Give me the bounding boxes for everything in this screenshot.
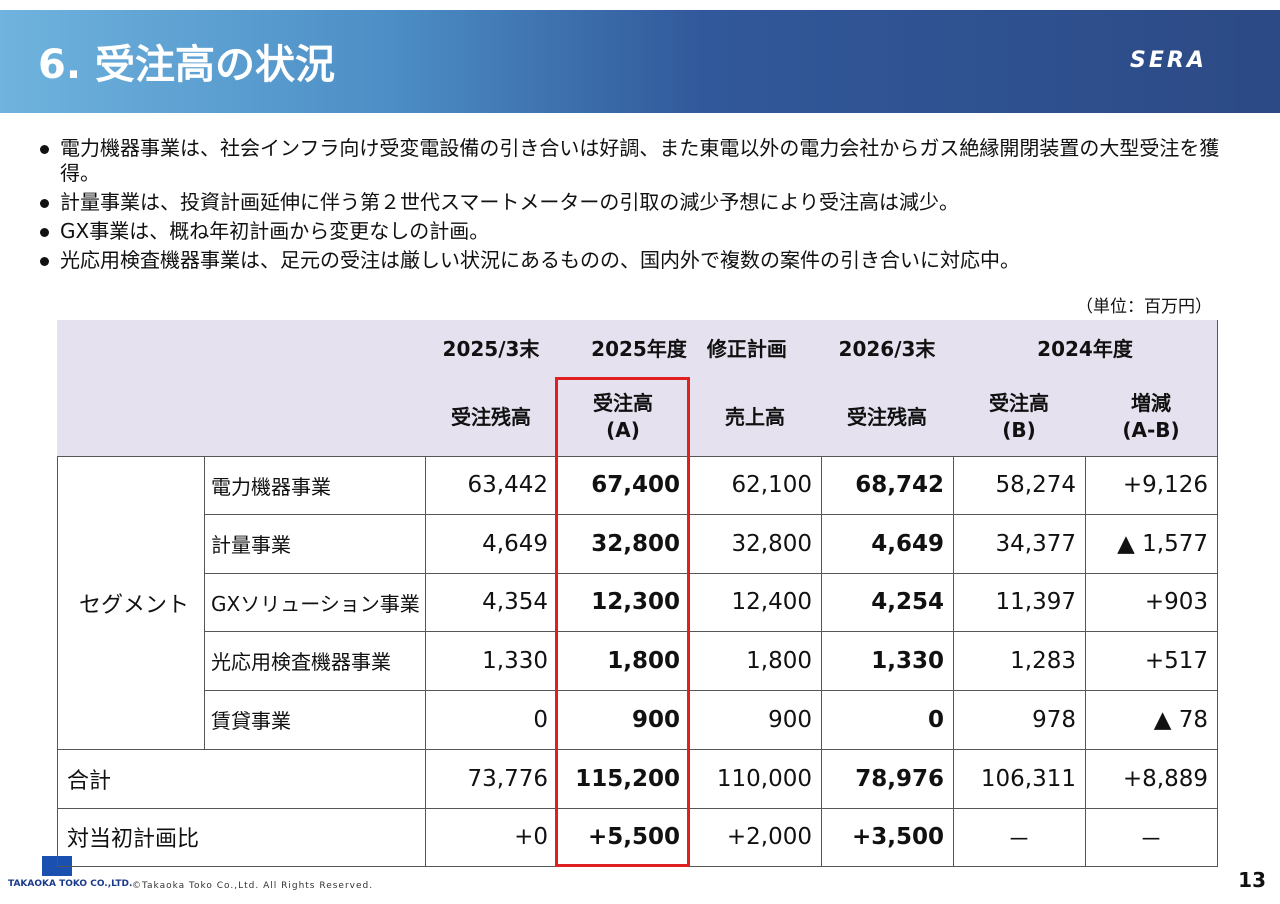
- row-label: 賃貸事業: [204, 690, 426, 750]
- row-label: 光応用検査機器事業: [204, 631, 426, 691]
- value-cell: 900: [557, 690, 690, 750]
- row-label: 電力機器事業: [204, 456, 426, 515]
- header-cell: 増減 (A-B): [1085, 378, 1218, 457]
- value-cell: +2,000: [689, 808, 822, 867]
- bullet: 計量事業は、投資計画延伸に伴う第２世代スマートメーターの引取の減少予想により受注…: [38, 190, 1238, 215]
- row-label: 計量事業: [204, 514, 426, 574]
- header-line: 増減: [1131, 391, 1171, 415]
- slide-title: 6. 受注高の状況: [38, 42, 335, 88]
- header-cell: 2025/3末: [425, 320, 558, 379]
- value-cell: 11,397: [953, 573, 1086, 632]
- header-line: (B): [1002, 418, 1036, 442]
- value-cell: 1,800: [689, 631, 822, 691]
- value-cell: 1,283: [953, 631, 1086, 691]
- header-blank: [57, 320, 426, 457]
- value-cell: 1,330: [425, 631, 558, 691]
- header-cell: 売上高: [689, 378, 822, 457]
- logo: SERA: [1130, 48, 1207, 73]
- value-cell: －: [1085, 808, 1218, 867]
- value-cell: 78,976: [821, 749, 954, 809]
- value-cell: 34,377: [953, 514, 1086, 574]
- value-cell: 0: [425, 690, 558, 750]
- header-cell: 2025年度 修正計画: [557, 320, 822, 379]
- header-line: 受注残高: [847, 404, 927, 429]
- value-cell: 4,649: [425, 514, 558, 574]
- value-cell: 4,649: [821, 514, 954, 574]
- value-cell: 58,274: [953, 456, 1086, 515]
- value-cell: 62,100: [689, 456, 822, 515]
- value-cell: +517: [1085, 631, 1218, 691]
- value-cell: +3,500: [821, 808, 954, 867]
- value-cell: +903: [1085, 573, 1218, 632]
- bullet: 電力機器事業は、社会インフラ向け受変電設備の引き合いは好調、また東電以外の電力会…: [38, 136, 1238, 186]
- value-cell: 12,300: [557, 573, 690, 632]
- bullet: GX事業は、概ね年初計画から変更なしの計画。: [38, 219, 1238, 244]
- company-name: TAKAOKA TOKO CO.,LTD.: [8, 879, 133, 889]
- bullet: 光応用検査機器事業は、足元の受注は厳しい状況にあるものの、国内外で複数の案件の引…: [38, 248, 1238, 273]
- value-cell: 67,400: [557, 456, 690, 515]
- header-line: (A): [606, 418, 640, 442]
- value-cell: 110,000: [689, 749, 822, 809]
- value-cell: 4,254: [821, 573, 954, 632]
- page-number: 13: [1238, 868, 1266, 892]
- value-cell: 68,742: [821, 456, 954, 515]
- value-cell: 106,311: [953, 749, 1086, 809]
- row-label: GXソリューション事業: [204, 573, 426, 632]
- value-cell: －: [953, 808, 1086, 867]
- value-cell: 900: [689, 690, 822, 750]
- header-cell: 受注高 (B): [953, 378, 1086, 457]
- header-line: 受注高: [593, 391, 653, 415]
- header-band: [0, 10, 1280, 113]
- header-cell: 2026/3末: [821, 320, 954, 379]
- row-label: 合計: [57, 749, 426, 809]
- header-cell: 受注高 (A): [557, 378, 690, 457]
- value-cell: ▲ 1,577: [1085, 514, 1218, 574]
- value-cell: 73,776: [425, 749, 558, 809]
- header-line: 受注残高: [451, 404, 531, 429]
- header-cell: 2024年度: [953, 320, 1218, 379]
- copyright: ©Takaoka Toko Co.,Ltd. All Rights Reserv…: [132, 881, 374, 891]
- bullet-list: 電力機器事業は、社会インフラ向け受変電設備の引き合いは好調、また東電以外の電力会…: [38, 136, 1238, 277]
- header-line: 売上高: [725, 404, 785, 429]
- value-cell: 12,400: [689, 573, 822, 632]
- value-cell: 4,354: [425, 573, 558, 632]
- value-cell: 1,330: [821, 631, 954, 691]
- value-cell: +9,126: [1085, 456, 1218, 515]
- value-cell: 0: [821, 690, 954, 750]
- segment-label: セグメント: [57, 456, 205, 750]
- value-cell: +0: [425, 808, 558, 867]
- header-line: 受注高: [989, 391, 1049, 415]
- row-label: 対当初計画比: [57, 808, 426, 867]
- header-cell: 受注残高: [821, 378, 954, 457]
- header-line: (A-B): [1122, 418, 1180, 442]
- value-cell: 32,800: [689, 514, 822, 574]
- value-cell: 978: [953, 690, 1086, 750]
- value-cell: 63,442: [425, 456, 558, 515]
- value-cell: ▲ 78: [1085, 690, 1218, 750]
- highlight-box: [555, 377, 690, 867]
- unit-note: （単位：百万円）: [1076, 297, 1212, 317]
- value-cell: +8,889: [1085, 749, 1218, 809]
- header-cell: 受注残高: [425, 378, 558, 457]
